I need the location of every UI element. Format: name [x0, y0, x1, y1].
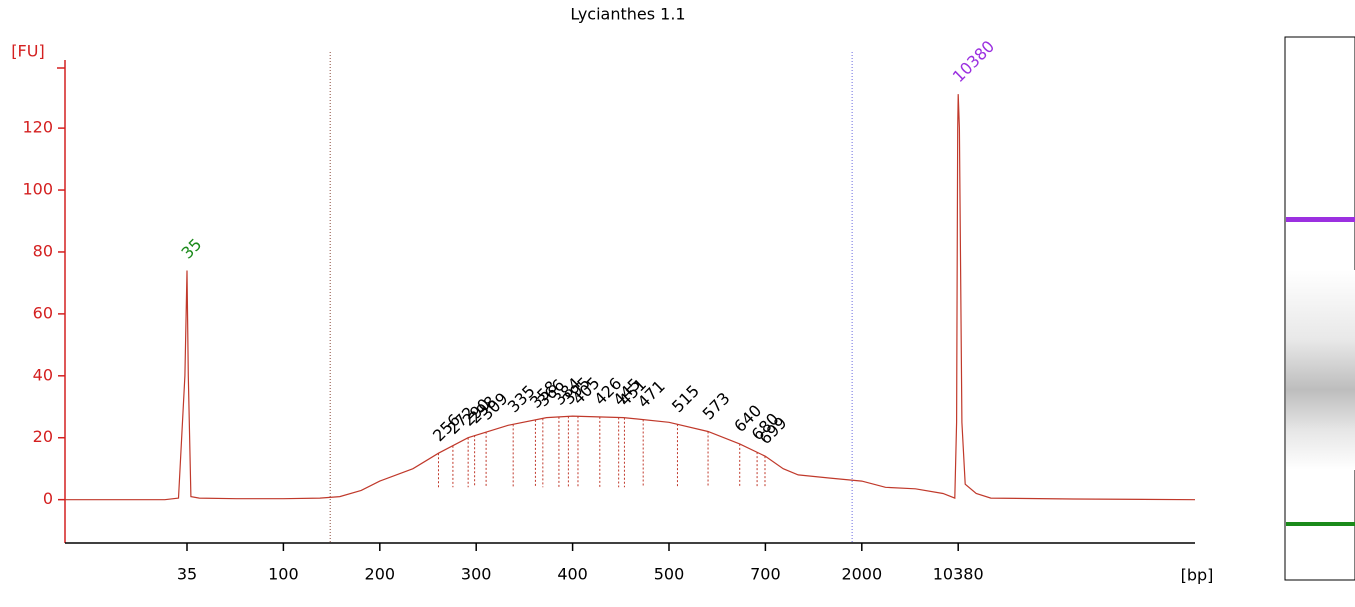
x-tick-label: 35 — [177, 565, 197, 584]
y-tick-label: 100 — [22, 180, 53, 199]
x-tick-label: 2000 — [841, 565, 882, 584]
x-axis-label: [bp] — [1181, 566, 1214, 585]
gel-upper-band — [1286, 217, 1355, 222]
gel-lane — [1284, 36, 1355, 581]
x-tick-label: 10380 — [933, 565, 984, 584]
y-tick-label: 0 — [43, 489, 53, 508]
x-tick-label: 200 — [365, 565, 396, 584]
x-tick-label: 700 — [750, 565, 781, 584]
y-tick-label: 80 — [33, 241, 53, 260]
trace — [65, 94, 1196, 501]
x-tick-label: 100 — [268, 565, 299, 584]
x-tick-label: 300 — [461, 565, 492, 584]
chart-title: Lycianthes 1.1 — [570, 5, 685, 24]
peak-label: 573 — [699, 389, 734, 424]
y-tick-label: 40 — [33, 365, 53, 384]
y-tick-label: 60 — [33, 303, 53, 322]
y-tick-label: 120 — [22, 118, 53, 137]
x-tick-label: 500 — [654, 565, 685, 584]
y-tick-label: 20 — [33, 427, 53, 446]
gel-lower-band — [1286, 522, 1355, 526]
peak-label: 10380 — [949, 37, 998, 86]
gel-smear — [1286, 270, 1355, 470]
y-axis-label: [FU] — [11, 42, 44, 61]
x-tick-label: 400 — [557, 565, 588, 584]
peak-label: 515 — [668, 381, 703, 416]
peak-label: 35 — [178, 235, 206, 263]
